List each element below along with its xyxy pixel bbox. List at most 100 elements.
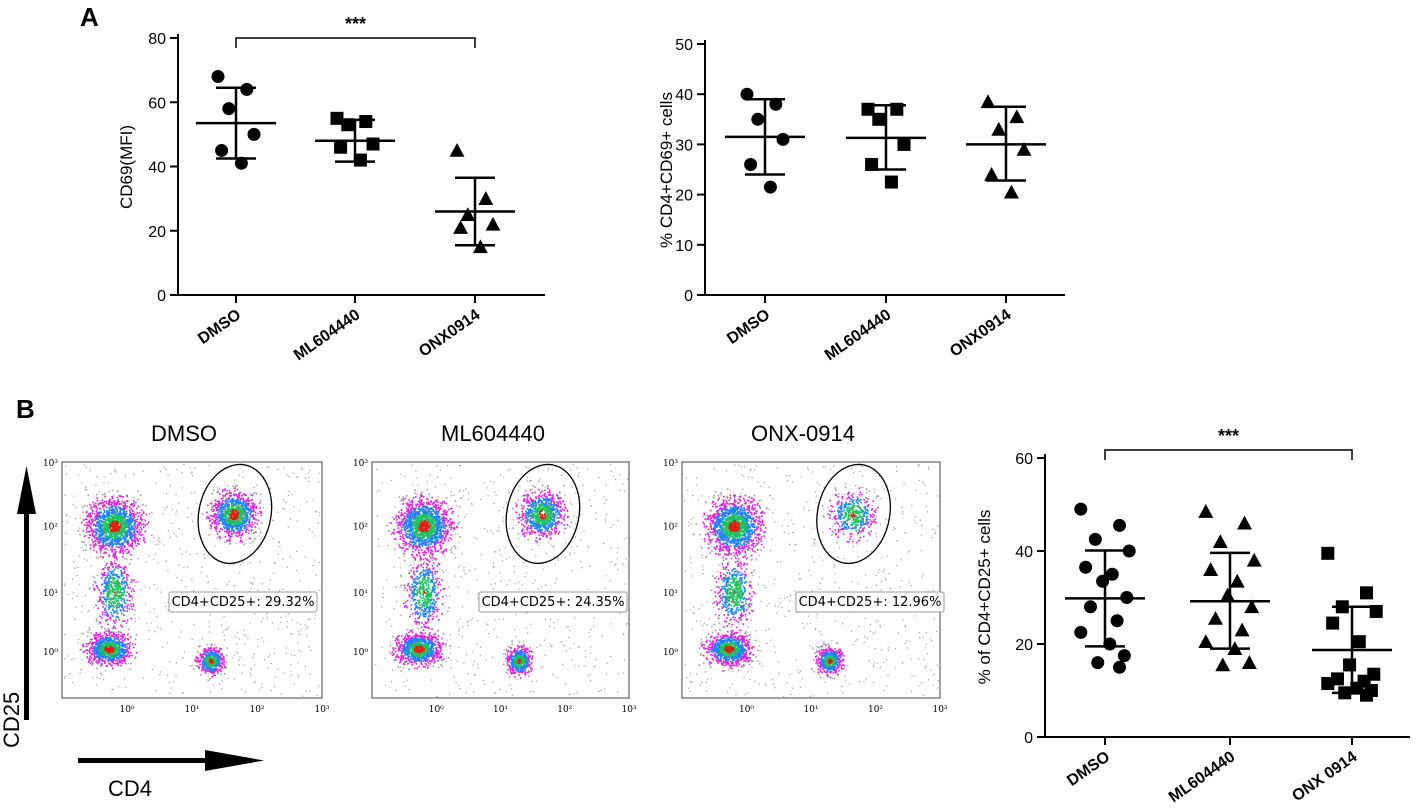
flow-x-tick-label: 10¹: [493, 705, 508, 715]
data-point-dmso: [1122, 544, 1136, 558]
data-point-ml604440: [1198, 634, 1214, 649]
flow-panel-dmso: DMSO 10⁰ 10¹ 10² 10³ 10⁰ 10¹ 10² 10³ CD4+CD25+:…: [43, 421, 330, 715]
data-point-dmso: [1074, 502, 1088, 516]
data-point-onx-0914: [1321, 546, 1335, 560]
gate-label-box: [168, 591, 318, 613]
x-tick-label-dmso: DMSO: [724, 306, 773, 347]
data-point-dmso: [1117, 649, 1131, 663]
x-tick-label-onx-0914: ONX 0914: [1289, 748, 1360, 805]
flow-events: [684, 464, 940, 698]
data-point-ml604440: [334, 140, 348, 154]
gate-label-onx0914: CD4+CD25+: 12.96%: [799, 595, 942, 610]
flow-y-tick-label: 10¹: [43, 589, 58, 599]
data-point-dmso: [776, 132, 790, 146]
data-point-ml604440: [366, 137, 380, 151]
flow-x-tick-label: 10⁰: [429, 705, 444, 715]
gate-label-box: [478, 591, 628, 613]
flow-panel-onx0914: ONX-0914 10⁰ 10¹ 10² 10³ 10⁰ 10¹ 10² 10³ CD4+CD…: [663, 421, 948, 715]
cd25-axis-label: CD25: [0, 692, 24, 748]
data-point-ml604440: [359, 115, 373, 129]
data-point-onx-0914: [1326, 616, 1340, 630]
data-point-dmso: [1103, 637, 1117, 651]
data-point-ml604440: [1208, 610, 1223, 625]
chart-cd4-cd25-percent: 0 20 40 60 % of CD4+CD25+ cells DMSO ML604440 O…: [975, 426, 1410, 806]
y-tick-label: 0: [157, 288, 166, 305]
y-tick-label: 20: [1015, 637, 1033, 654]
data-point-dmso: [1120, 591, 1134, 604]
data-point-dmso: [744, 157, 758, 171]
gate-ellipse: [197, 463, 273, 565]
flow-y-tick-label: 10¹: [353, 589, 368, 599]
data-point-onx0914: [478, 191, 494, 205]
data-point-ml604440: [1220, 587, 1236, 602]
data-point-dmso: [751, 112, 765, 126]
flow-x-tick-label: 10¹: [184, 705, 199, 715]
data-point-dmso: [1091, 656, 1105, 670]
y-tick-label: 40: [675, 87, 693, 104]
data-point-onx-0914: [1369, 604, 1383, 618]
flow-y-tick-label: 10³: [663, 459, 678, 469]
y-tick-label: 20: [148, 224, 166, 241]
cd4-axis-arrow: [78, 750, 264, 771]
chart-cd69-mfi: 0 20 40 60 80 CD69(MFI) DMSO ML604440 ONX0914 ***: [117, 14, 545, 364]
flow-x-tick-label: 10²: [557, 705, 572, 715]
data-point-onx-0914: [1343, 658, 1357, 672]
data-point-dmso: [1096, 574, 1110, 588]
gate-label-dmso: CD4+CD25+: 29.32%: [172, 595, 315, 610]
flow-x-tick-label: 10¹: [803, 705, 818, 715]
data-point-onx0914: [472, 239, 488, 254]
flow-title-onx0914: ONX-0914: [751, 421, 855, 446]
panel-b-letter: B: [16, 394, 35, 424]
x-tick-label-onx0914: ONX0914: [416, 306, 483, 360]
flow-cytometry-panels: DMSO 10⁰ 10¹ 10² 10³ 10⁰ 10¹ 10² 10³ CD4+CD25+:…: [0, 421, 948, 801]
flow-x-tick-label: 10²: [868, 705, 883, 715]
y-tick-label: 30: [675, 137, 693, 154]
data-point-dmso: [1110, 614, 1124, 628]
data-point-dmso: [1074, 625, 1088, 639]
data-point-onx0914: [449, 142, 465, 157]
cd4-axis-label: CD4: [108, 776, 152, 801]
y-tick-label: 20: [675, 188, 693, 205]
data-point-onx-0914: [1335, 600, 1349, 614]
data-point-ml604440: [1227, 641, 1243, 656]
data-point-dmso: [1083, 600, 1097, 614]
data-point-ml604440: [353, 153, 367, 167]
gate-ellipse: [816, 463, 891, 565]
gate-label-box: [795, 591, 945, 613]
data-point-onx0914: [1003, 184, 1019, 199]
y-tick-label: 0: [1024, 730, 1033, 747]
flow-y-tick-label: 10³: [43, 459, 58, 469]
data-point-onx-0914: [1338, 686, 1352, 700]
y-axis-label: % of CD4+CD25+ cells: [975, 510, 994, 685]
y-tick-label: 40: [148, 160, 166, 177]
flow-y-tick-label: 10²: [43, 523, 58, 533]
data-point-onx0914: [991, 121, 1007, 136]
data-point-ml604440: [1244, 599, 1260, 614]
flow-events: [64, 464, 321, 697]
flow-y-tick-label: 10⁰: [43, 648, 58, 658]
data-point-ml604440: [872, 112, 886, 126]
data-point-onx0914: [984, 167, 1000, 181]
data-point-ml604440: [330, 111, 344, 125]
data-point-dmso: [215, 143, 229, 157]
flow-y-tick-label: 10³: [353, 459, 368, 469]
data-point-dmso: [234, 156, 248, 170]
y-tick-label: 60: [148, 95, 166, 112]
data-point-ml604440: [1237, 515, 1252, 530]
data-point-ml604440: [1203, 562, 1219, 576]
data-point-onx-0914: [1360, 688, 1374, 702]
data-point-dmso: [247, 127, 261, 141]
significance-label: ***: [1218, 426, 1239, 446]
y-axis-label: % CD4+CD69+ cells: [657, 92, 676, 248]
significance-label: ***: [345, 14, 366, 34]
data-point-ml604440: [861, 102, 875, 116]
data-point-ml604440: [1246, 552, 1262, 567]
y-tick-label: 50: [675, 37, 693, 54]
data-point-onx0914: [485, 216, 501, 231]
cd25-axis-arrow: [17, 466, 36, 720]
x-tick-label-ml604440: ML604440: [1166, 748, 1238, 806]
data-point-ml604440: [1215, 657, 1231, 672]
flow-events: [375, 464, 629, 698]
y-tick-label: 0: [684, 288, 693, 305]
